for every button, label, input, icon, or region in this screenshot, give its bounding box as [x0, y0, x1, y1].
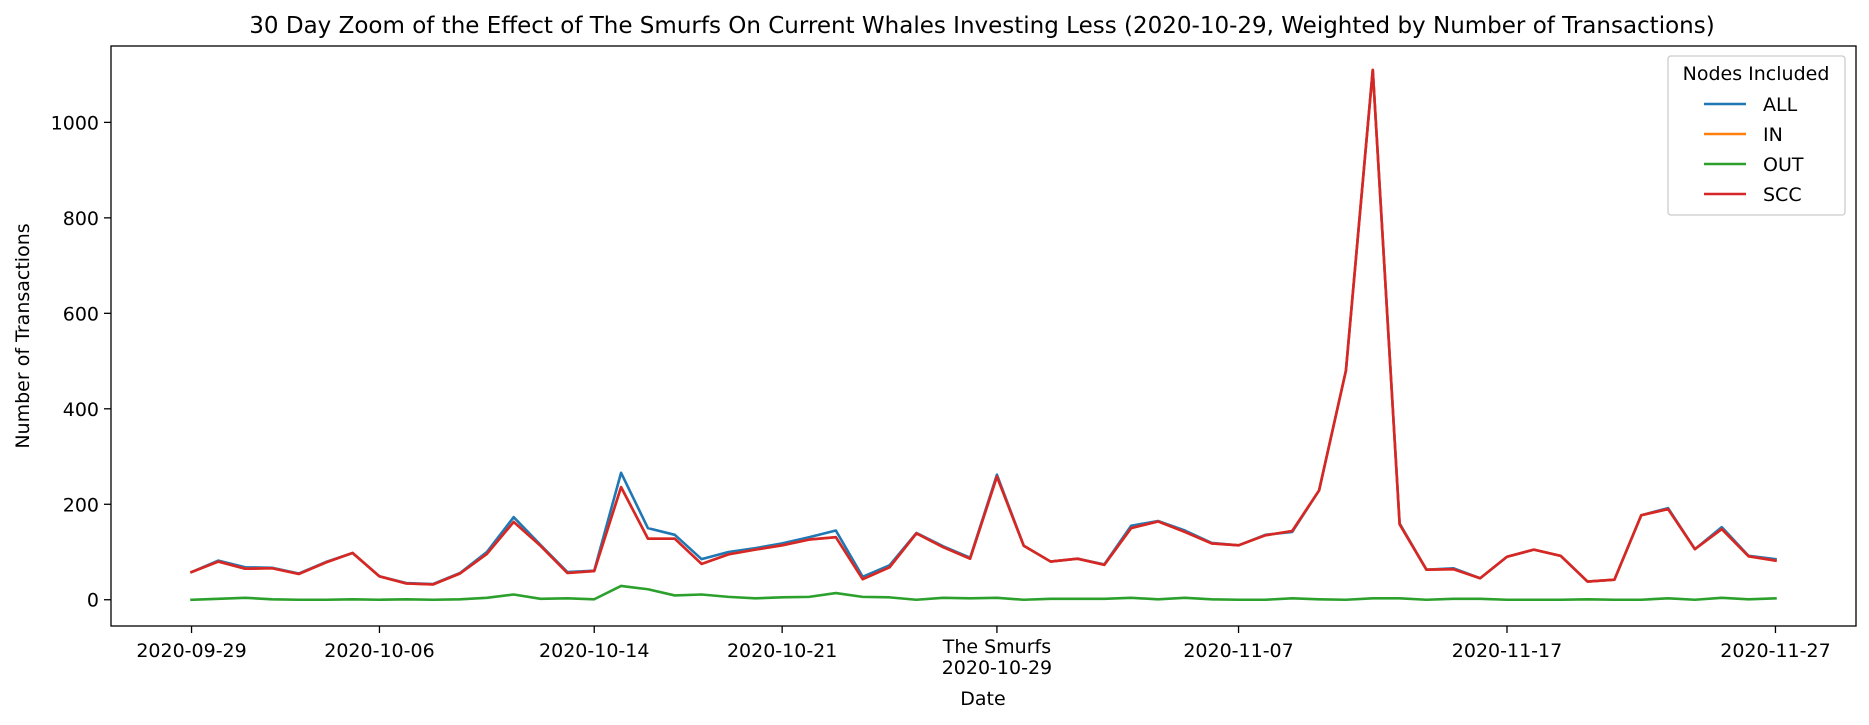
- legend-box: [1667, 55, 1846, 216]
- legend: Nodes Included ALL IN OUT SCC: [1667, 55, 1846, 216]
- legend-label-in: IN: [1763, 124, 1783, 146]
- x-tick-label: 2020-11-27: [1720, 640, 1830, 662]
- legend-title: Nodes Included: [1683, 63, 1830, 85]
- x-tick-label: 2020-10-21: [727, 640, 837, 662]
- chart-title: 30 Day Zoom of the Effect of The Smurfs …: [249, 13, 1714, 39]
- x-tick-label: 2020-10-06: [324, 640, 434, 662]
- y-axis: 0 200 400 600 800 1000: [51, 112, 111, 612]
- y-tick-label: 0: [87, 590, 99, 612]
- event-label: The Smurfs: [942, 636, 1051, 658]
- y-tick-label: 400: [63, 399, 99, 421]
- y-axis-title: Number of Transactions: [12, 223, 34, 448]
- plot-area-frame: [110, 45, 1857, 627]
- x-tick-label: 2020-09-29: [136, 640, 246, 662]
- x-axis: 2020-09-29 2020-10-06 2020-10-14 2020-10-21…: [136, 626, 1831, 679]
- y-tick-label: 200: [63, 494, 99, 516]
- x-tick-label: 2020-10-29: [942, 657, 1052, 679]
- y-tick-label: 1000: [51, 112, 99, 134]
- legend-label-out: OUT: [1763, 154, 1804, 176]
- x-tick-label: 2020-10-14: [539, 640, 649, 662]
- series-line-in: [189, 68, 1777, 586]
- legend-label-scc: SCC: [1763, 184, 1802, 206]
- legend-label-all: ALL: [1763, 94, 1798, 116]
- y-tick-label: 600: [63, 303, 99, 325]
- series-lines: [189, 68, 1777, 602]
- series-line-all: [189, 68, 1777, 586]
- x-tick-label: 2020-11-07: [1183, 640, 1293, 662]
- series-line-out: [190, 584, 1777, 602]
- x-axis-title: Date: [960, 688, 1005, 710]
- legend-items: ALL IN OUT SCC: [1704, 94, 1804, 206]
- series-line-scc: [189, 68, 1777, 586]
- y-tick-label: 800: [63, 208, 99, 230]
- x-tick-label: 2020-11-17: [1452, 640, 1562, 662]
